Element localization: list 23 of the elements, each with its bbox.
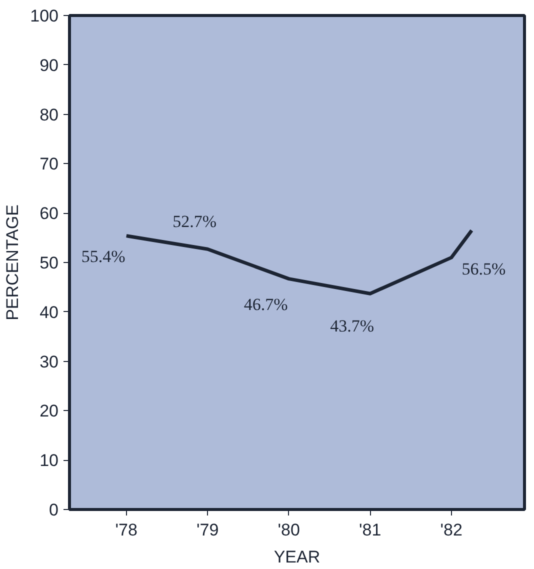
- y-tick-label: 90: [40, 56, 59, 75]
- y-tick-label: 0: [49, 500, 59, 520]
- x-tick-label: '78: [115, 520, 138, 540]
- y-tick-label: 60: [40, 204, 59, 224]
- data-label: 52.7%: [172, 212, 217, 232]
- y-tick-label: 20: [40, 402, 59, 421]
- data-label: 46.7%: [244, 294, 288, 314]
- y-tick-label: 30: [40, 352, 59, 372]
- y-axis-title: PERCENTAGE: [3, 204, 22, 320]
- data-label: 43.7%: [330, 316, 374, 336]
- x-axis-title: YEAR: [274, 548, 320, 566]
- x-tick-label: '81: [359, 520, 382, 540]
- x-tick-label: '80: [278, 520, 300, 540]
- data-label: 56.5%: [462, 259, 506, 278]
- x-tick-label: '82: [440, 520, 462, 540]
- y-tick-label: 40: [40, 302, 59, 322]
- y-tick-label: 10: [40, 451, 59, 470]
- x-tick-label: '79: [196, 520, 219, 540]
- y-tick-label: 100: [30, 6, 59, 26]
- y-tick-label: 80: [40, 105, 59, 124]
- y-tick-label: 70: [40, 154, 59, 174]
- y-tick-label: 50: [40, 254, 59, 272]
- data-label: 55.4%: [81, 246, 126, 266]
